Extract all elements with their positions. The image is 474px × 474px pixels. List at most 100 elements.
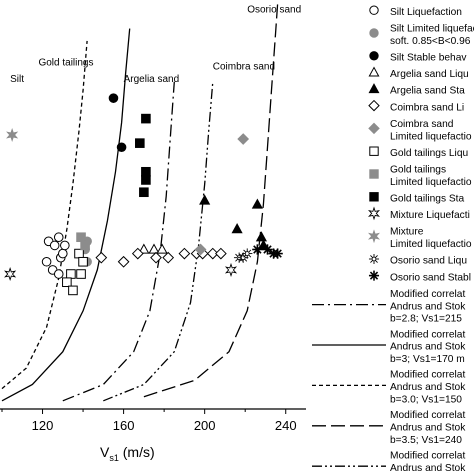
- point-silt-stable-behaviour: [116, 142, 127, 153]
- point-coimbra-sand-liquefaction: [150, 251, 162, 264]
- legend-item: Osorio sand Liqu: [368, 253, 467, 267]
- legend-label: Andrus and Stok: [390, 382, 466, 393]
- legend-item: Gold tailings Liqu: [369, 146, 468, 159]
- point-gold-tailings-liquefaction: [76, 269, 86, 279]
- legend-label: Osorio sand Stabl: [390, 272, 471, 283]
- legend-label: Gold tailings Liqu: [390, 148, 468, 159]
- legend-label: Coimbra sand: [390, 119, 454, 130]
- x-axis-label: Vs1 (m/s): [100, 444, 155, 463]
- legend-marker: [369, 192, 379, 202]
- point-gold-tailings-stable: [141, 113, 151, 124]
- data-points: [4, 93, 283, 296]
- curve-gold-tailings: [1, 28, 131, 402]
- legend-label: Andrus and Stok: [390, 342, 466, 353]
- legend-label: Modified correlat: [390, 410, 465, 421]
- curve-labels: Silt Gold tailings Argelia sand Coimbra san…: [10, 4, 301, 85]
- point-mixture-liquefaction: [4, 267, 17, 282]
- point-osorio-sand-stable: [272, 248, 283, 259]
- curve-label: Argelia sand: [124, 74, 180, 85]
- legend-item: Silt Stable behav: [369, 51, 467, 64]
- point-argelia-sand-liquefaction: [148, 243, 160, 254]
- legend-label: Coimbra sand Li: [390, 102, 464, 113]
- point-silt-stable-behaviour: [108, 93, 119, 103]
- point-osorio-sand-liquefaction: [238, 252, 249, 263]
- legend-marker: [368, 66, 380, 77]
- legend-marker: [369, 5, 379, 15]
- point-coimbra-sand-liquefaction: [162, 251, 175, 264]
- point-silt-liquefaction: [53, 232, 64, 243]
- curve-silt: [1, 40, 88, 390]
- point-gold-tailings-liquefaction: [68, 285, 78, 296]
- legend-label: Andrus and Stok: [390, 463, 466, 474]
- legend-marker: [368, 270, 380, 281]
- point-argelia-sand-liquefaction: [138, 243, 150, 254]
- curve-coimbra-sand: [103, 81, 214, 402]
- legend-label: b=3; Vs1=170 m: [390, 354, 465, 365]
- legend-marker: [368, 99, 380, 112]
- x-tick-label: 240: [275, 418, 297, 433]
- legend-item: Gold tailings Sta: [369, 192, 465, 205]
- legend-label: b=2.8; Vs1=215: [390, 314, 462, 325]
- point-gold-tailings-limited-liquefaction: [80, 240, 90, 251]
- legend-label: Silt Stable behav: [390, 53, 467, 64]
- legend-label: Modified correlat: [390, 289, 465, 300]
- point-silt-liquefaction: [49, 240, 60, 251]
- legend-item: Argelia sand Liqu: [368, 66, 469, 80]
- legend-label: b=3.0; Vs1=150: [390, 395, 462, 406]
- curve-label: Silt: [10, 74, 24, 85]
- legend-label: Gold tailings: [390, 165, 446, 176]
- curve-label: Gold tailings: [38, 57, 93, 68]
- point-silt-liquefaction: [41, 256, 52, 267]
- point-silt-liquefaction: [53, 269, 64, 279]
- legend-label: Limited liquefactio: [390, 177, 472, 188]
- point-argelia-sand-liquefaction: [156, 243, 168, 254]
- point-osorio-sand-stable: [262, 244, 273, 255]
- point-coimbra-sand-liquefaction: [117, 255, 130, 268]
- legend-marker: [369, 51, 379, 61]
- legend-label: Andrus and Stok: [390, 423, 466, 434]
- legend-marker: [368, 206, 380, 221]
- point-coimbra-sand-liquefaction: [215, 247, 227, 260]
- legend-marker: [368, 122, 380, 135]
- legend-label: Modified correlat: [390, 451, 465, 462]
- legend-label: Limited liquefactio: [390, 131, 472, 142]
- legend-marker: [368, 83, 380, 94]
- point-gold-tailings-liquefaction: [78, 256, 88, 267]
- legend-label: Modified correlat: [390, 329, 465, 340]
- point-argelia-sand-stable: [231, 223, 243, 234]
- legend-label: Mixture: [390, 227, 424, 238]
- point-coimbra-sand-liquefaction: [206, 247, 219, 260]
- x-tick-label: 120: [32, 418, 54, 433]
- point-gold-tailings-stable: [139, 187, 149, 198]
- legend-label: Andrus and Stok: [390, 301, 466, 312]
- x-tick-label: 200: [194, 418, 216, 433]
- legend-label: b=3.5; Vs1=240: [390, 435, 462, 446]
- point-silt-liquefaction: [58, 248, 68, 259]
- curve-label: Coimbra sand: [213, 62, 275, 73]
- legend-label: Gold tailings Sta: [390, 194, 465, 205]
- legend-item: Osorio sand Stabl: [368, 270, 471, 283]
- legend-label: Silt Limited liquefac: [390, 24, 474, 35]
- x-tick-label: 160: [113, 418, 135, 433]
- point-gold-tailings-stable: [135, 138, 145, 148]
- legend-marker: [369, 28, 379, 38]
- legend-item: Coimbra sand Li: [368, 99, 464, 113]
- legend-label: Limited liquefactio: [390, 239, 472, 250]
- legend-label: Argelia sand Liqu: [390, 69, 469, 80]
- point-argelia-sand-stable: [251, 198, 263, 209]
- legend-label: Modified correlat: [390, 370, 465, 381]
- point-coimbra-sand-limited-liquefaction: [194, 243, 207, 256]
- point-mixture-limited-liquefaction: [6, 127, 19, 142]
- point-coimbra-sand-liquefaction: [178, 247, 191, 260]
- legend-marker: [368, 253, 380, 265]
- legend-marker: [369, 169, 379, 179]
- legend-label: Osorio sand Liqu: [390, 256, 467, 267]
- point-gold-tailings-stable: [141, 175, 151, 185]
